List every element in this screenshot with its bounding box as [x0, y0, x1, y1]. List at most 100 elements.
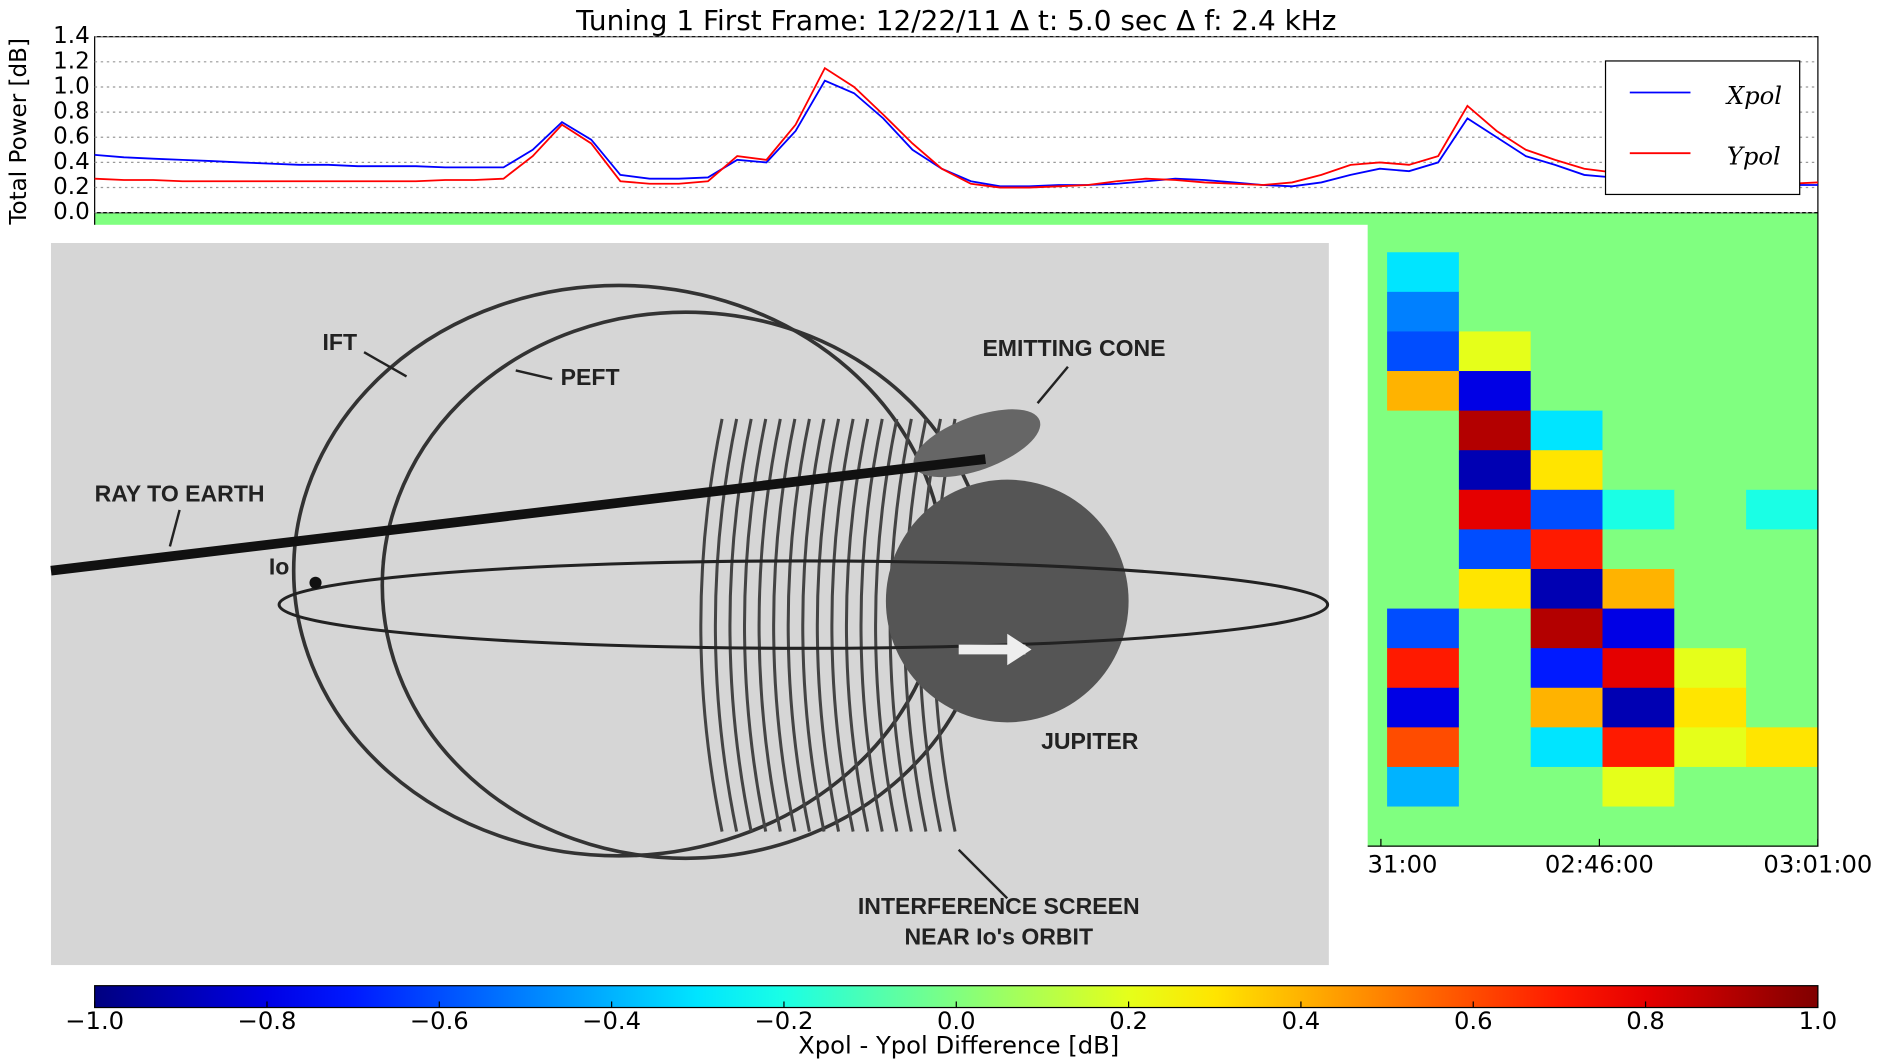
heat-cell [1674, 450, 1746, 490]
heat-cell [1674, 490, 1746, 530]
heat-cell [1459, 609, 1531, 649]
chart: Tuning 1 First Frame: 12/22/11 Δ t: 5.0 … [0, 0, 1881, 1060]
heat-cell [1531, 648, 1603, 688]
y-tick-label: 1.2 [53, 48, 90, 74]
heat-cell [1746, 331, 1818, 371]
heat-cell [1531, 807, 1603, 847]
colorbar-tick-label: 0.6 [1454, 1006, 1493, 1035]
heat-cell [1746, 807, 1818, 847]
heat-cell [1531, 727, 1603, 767]
heat-cell [1387, 569, 1459, 609]
heat-cell [1531, 767, 1603, 807]
y-tick-label: 0.8 [53, 99, 90, 125]
colorbar-tick-label: −0.4 [582, 1006, 641, 1035]
y-axis-label: Total Power [dB] [6, 38, 32, 226]
heat-cell [1387, 529, 1459, 569]
heat-cell [1459, 213, 1531, 253]
heat-cell [1746, 648, 1818, 688]
heat-cell [1387, 213, 1459, 253]
heat-cell [1746, 450, 1818, 490]
colorbar-tick-label: −1.0 [65, 1006, 124, 1035]
heat-cell [1746, 252, 1818, 292]
heat-cell [1602, 371, 1674, 411]
heat-cell [1387, 371, 1459, 411]
heat-cell [1459, 569, 1531, 609]
heat-cell [1387, 252, 1459, 292]
heat-cell [1387, 450, 1459, 490]
y-tick-label: 0.0 [53, 199, 90, 225]
label: NEAR Io's ORBIT [904, 923, 1093, 949]
label: INTERFERENCE SCREEN [858, 893, 1140, 919]
heat-cell [1387, 292, 1459, 332]
label: RAY TO EARTH [95, 481, 265, 507]
heat-cell [1746, 688, 1818, 728]
legend-label: Xpol [1725, 81, 1782, 110]
label: EMITTING CONE [982, 335, 1165, 361]
heat-cell [1674, 727, 1746, 767]
colorbar-label: Xpol - Ypol Difference [dB] [798, 1030, 1119, 1059]
heat-cell [1674, 688, 1746, 728]
heat-cell [1459, 648, 1531, 688]
heat-cell [1459, 450, 1531, 490]
heat-cell [1387, 648, 1459, 688]
heat-cell [1459, 331, 1531, 371]
heat-cell [1387, 331, 1459, 371]
heat-cell [1674, 648, 1746, 688]
heat-cell [1746, 411, 1818, 451]
heat-cell [1531, 490, 1603, 530]
heat-cell [1387, 490, 1459, 530]
heat-cell [1602, 450, 1674, 490]
heat-cell [1531, 411, 1603, 451]
heat-cell [1746, 371, 1818, 411]
heat-cell [1602, 331, 1674, 371]
heat-cell [1387, 727, 1459, 767]
heat-cell [1746, 727, 1818, 767]
x-tick-label: 03:01:00 [1763, 850, 1872, 879]
heat-cell [1531, 609, 1603, 649]
legend-label: Ypol [1727, 142, 1781, 171]
heat-cell [1674, 213, 1746, 253]
heat-cell [1746, 529, 1818, 569]
x-tick-label: 31:00 [1368, 850, 1438, 879]
heat-cell [1674, 331, 1746, 371]
heat-cell [1387, 411, 1459, 451]
colorbar-tick-label: −0.6 [410, 1006, 469, 1035]
heat-cell [1459, 727, 1531, 767]
heat-cell [1674, 807, 1746, 847]
heat-cell [1387, 609, 1459, 649]
heat-cell [1746, 213, 1818, 253]
colorbar-tick-label: −0.8 [238, 1006, 297, 1035]
heat-cell [1746, 569, 1818, 609]
heat-cell [1674, 411, 1746, 451]
heat-cell [1459, 529, 1531, 569]
heat-cell [1602, 648, 1674, 688]
heat-cell [1531, 252, 1603, 292]
colorbar-tick-label: 0.8 [1626, 1006, 1665, 1035]
heat-cell [1602, 688, 1674, 728]
diagram: IFT PEFT EMITTING CONE RAY TO EARTH Io J… [0, 225, 1368, 977]
y-tick-label: 1.0 [53, 73, 90, 99]
heat-cell [1602, 213, 1674, 253]
heat-cell [1531, 213, 1603, 253]
heat-cell [1602, 529, 1674, 569]
heat-cell [1674, 371, 1746, 411]
heat-cell [1602, 807, 1674, 847]
heat-cell [1602, 569, 1674, 609]
heat-cell [1746, 490, 1818, 530]
heat-cell [1531, 688, 1603, 728]
heat-cell [1674, 569, 1746, 609]
heat-cell [1602, 609, 1674, 649]
heat-cell [1387, 767, 1459, 807]
heat-cell [1459, 688, 1531, 728]
colorbar-tick-label: 1.0 [1799, 1006, 1838, 1035]
line-layer: Tuning 1 First Frame: 12/22/11 Δ t: 5.0 … [6, 4, 1818, 226]
y-tick-label: 0.2 [53, 174, 90, 200]
heat-cell [1531, 331, 1603, 371]
heat-cell [1387, 688, 1459, 728]
heat-cell [1674, 252, 1746, 292]
jupiter [886, 480, 1129, 723]
heat-cell [1531, 450, 1603, 490]
heat-cell [1531, 529, 1603, 569]
label: IFT [323, 329, 358, 355]
x-tick-label: 02:46:00 [1545, 850, 1654, 879]
